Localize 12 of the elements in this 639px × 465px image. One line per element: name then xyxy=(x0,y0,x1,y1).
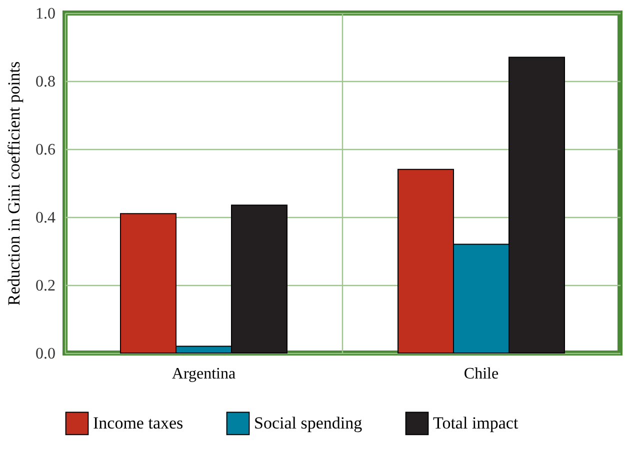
y-axis-title: Reduction in Gini coefficient points xyxy=(4,61,24,306)
y-tick-label: 0.8 xyxy=(36,74,56,90)
x-tick-label: Argentina xyxy=(172,366,236,382)
legend-label: Total impact xyxy=(433,413,518,432)
y-tick-label: 1.0 xyxy=(36,6,56,22)
legend-label: Social spending xyxy=(254,413,363,432)
legend-label: Income taxes xyxy=(93,413,184,432)
y-tick-label: 0.6 xyxy=(36,142,56,158)
x-tick-label: Chile xyxy=(464,366,499,382)
y-tick-label: 0.0 xyxy=(36,346,56,362)
y-tick-label: 0.2 xyxy=(36,278,56,294)
y-tick-label: 0.4 xyxy=(36,210,56,226)
